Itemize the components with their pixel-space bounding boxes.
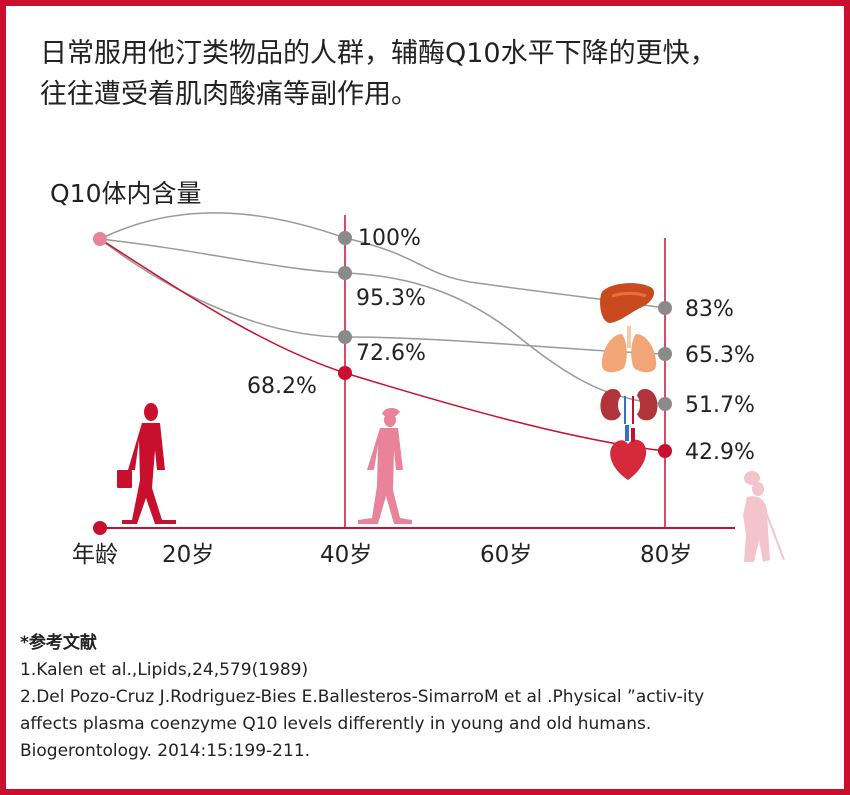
- label-40-72-6: 72.6%: [356, 341, 426, 366]
- point-40-72-6: [338, 330, 352, 344]
- headline-line-1: 日常服用他汀类物品的人群，辅酶Q10水平下降的更快，: [40, 38, 717, 69]
- label-80-51-7: 51.7%: [685, 393, 755, 418]
- headline-line-2: 往往遭受着肌肉酸痛等副作用。: [40, 79, 418, 110]
- y-axis-label: Q10体内含量: [50, 179, 202, 208]
- point-40-95-3: [338, 266, 352, 280]
- liver-icon: [600, 283, 655, 323]
- curve-liver: [99, 212, 346, 240]
- label-80-65-3: 65.3%: [685, 343, 755, 368]
- heart-icon: [610, 425, 647, 480]
- kidney-icon: [600, 389, 658, 424]
- x-tick-80: 80岁: [640, 542, 692, 568]
- point-40-68-2: [338, 366, 352, 380]
- x-tick-60: 60岁: [480, 542, 532, 568]
- point-80-42-9: [658, 444, 672, 458]
- q10-age-chart: Q10体内含量 年龄 20岁 40岁 60岁 80岁 100% 95.3% 72…: [50, 179, 785, 568]
- references-title: *参考文献: [20, 633, 97, 653]
- label-80-42-9: 42.9%: [685, 440, 755, 465]
- x-tick-20: 20岁: [162, 542, 214, 568]
- label-40-100: 100%: [358, 226, 421, 251]
- point-80-51-7: [658, 397, 672, 411]
- label-40-68-2: 68.2%: [247, 374, 317, 399]
- young-man-silhouette: [117, 403, 176, 524]
- point-40-100: [338, 231, 352, 245]
- elderly-silhouette: [743, 471, 785, 562]
- lung-icon: [601, 326, 657, 373]
- curve-kidney: [99, 238, 666, 405]
- start-point: [93, 232, 107, 246]
- x-axis-label: 年龄: [72, 542, 118, 568]
- axis-origin-dot: [93, 521, 107, 535]
- point-80-65-3: [658, 347, 672, 361]
- x-tick-40: 40岁: [320, 542, 372, 568]
- reference-line-1: 1.Kalen et al.,Lipids,24,579(1989): [20, 660, 309, 680]
- reference-line-3: affects plasma coenzyme Q10 levels diffe…: [20, 714, 652, 734]
- reference-line-4: Biogerontology. 2014:15:199-211.: [20, 741, 311, 761]
- reference-line-2: 2.Del Pozo-Cruz J.Rodriguez-Bies E.Balle…: [20, 687, 705, 707]
- label-80-83: 83%: [685, 297, 734, 322]
- point-80-83: [658, 301, 672, 315]
- references-section: *参考文献 1.Kalen et al.,Lipids,24,579(1989)…: [20, 630, 704, 765]
- label-40-95-3: 95.3%: [356, 286, 426, 311]
- middle-man-silhouette: [358, 408, 412, 524]
